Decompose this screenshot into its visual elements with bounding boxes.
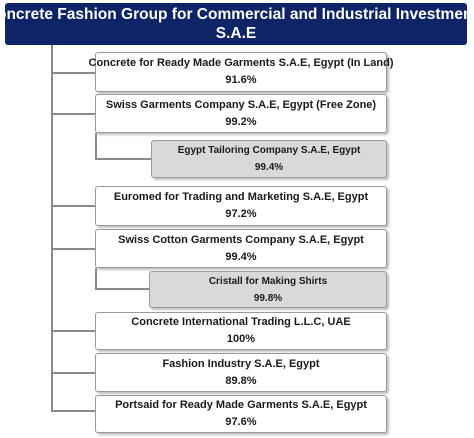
branch-connector	[51, 330, 95, 332]
sub-branch-connector	[95, 288, 149, 290]
ownership-percent: 97.6%	[225, 416, 257, 428]
company-box: Concrete International Trading L.L.C, UA…	[95, 312, 387, 350]
company-box: Fashion Industry S.A.E, Egypt 89.8%	[95, 353, 387, 392]
ownership-percent: 99.8%	[253, 292, 283, 304]
branch-connector	[51, 372, 95, 374]
company-name: Euromed for Trading and Marketing S.A.E,…	[113, 191, 369, 203]
ownership-percent: 97.2%	[225, 208, 257, 220]
group-title-line1: Concrete Fashion Group for Commercial an…	[0, 6, 474, 23]
company-name: Cristall for Making Shirts	[208, 275, 328, 287]
sub-trunk-connector	[95, 133, 97, 160]
subsidiary-box: Egypt Tailoring Company S.A.E, Egypt 99.…	[151, 140, 387, 178]
ownership-percent: 99.4%	[254, 162, 284, 173]
company-name: Swiss Cotton Garments Company S.A.E, Egy…	[118, 233, 364, 246]
company-name: Concrete for Ready Made Garments S.A.E, …	[88, 57, 394, 69]
company-name: Swiss Garments Company S.A.E, Egypt (Fre…	[105, 98, 377, 111]
branch-connector	[51, 410, 95, 412]
group-title: Concrete Fashion Group for Commercial an…	[0, 3, 474, 45]
company-name: Fashion Industry S.A.E, Egypt	[162, 357, 320, 370]
branch-connector	[51, 113, 95, 115]
subsidiary-box: Cristall for Making Shirts 99.8%	[149, 271, 387, 308]
branch-connector	[51, 248, 95, 250]
ownership-percent: 99.4%	[225, 250, 257, 263]
company-box: Swiss Cotton Garments Company S.A.E, Egy…	[95, 229, 387, 268]
ownership-percent: 91.6%	[225, 74, 257, 86]
sub-branch-connector	[95, 158, 151, 160]
branch-connector	[51, 72, 95, 74]
ownership-percent: 99.2%	[225, 115, 257, 128]
sub-trunk-connector	[95, 268, 97, 290]
branch-connector	[51, 205, 95, 207]
company-name: Portsaid for Ready Made Garments S.A.E, …	[115, 399, 367, 411]
ownership-percent: 89.8%	[225, 374, 257, 387]
company-box: Euromed for Trading and Marketing S.A.E,…	[95, 186, 387, 226]
company-box: Swiss Garments Company S.A.E, Egypt (Fre…	[95, 94, 387, 133]
company-name: Concrete International Trading L.L.C, UA…	[131, 316, 351, 328]
trunk-connector	[51, 45, 53, 411]
group-title-line2: S.A.E	[215, 25, 257, 42]
ownership-percent: 100%	[226, 333, 256, 345]
company-box: Portsaid for Ready Made Garments S.A.E, …	[95, 395, 387, 433]
company-name: Egypt Tailoring Company S.A.E, Egypt	[177, 145, 361, 156]
company-box: Concrete for Ready Made Garments S.A.E, …	[89, 52, 394, 92]
